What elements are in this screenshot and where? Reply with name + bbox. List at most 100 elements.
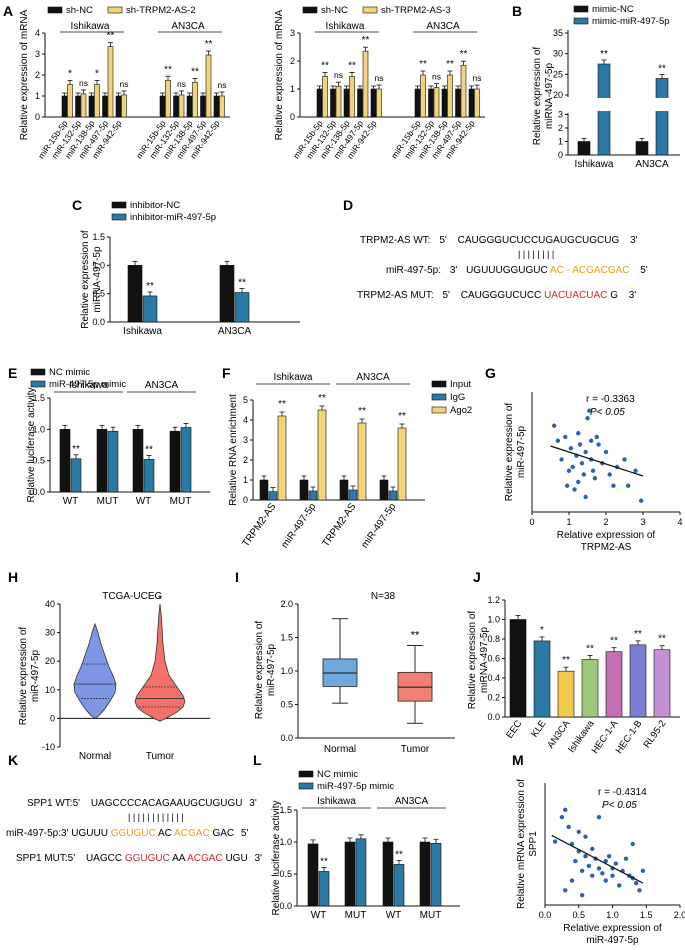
panel-letter-A: A xyxy=(3,3,13,19)
M-point xyxy=(573,858,578,864)
M-point xyxy=(617,883,622,888)
E-xlabel: MUT xyxy=(97,496,119,507)
G-fit-line xyxy=(550,445,644,477)
A-right-bar-nc xyxy=(414,88,421,118)
M-xticklabel: 0.0 xyxy=(539,910,552,920)
G-point xyxy=(581,472,586,477)
G-point xyxy=(592,476,598,481)
K-mir-5prime: 5' xyxy=(241,828,249,839)
J-yaxis-ticklabel: 0.2 xyxy=(487,693,500,703)
A-left-bar-nc xyxy=(159,95,166,118)
A-right-bar-sh xyxy=(420,74,426,118)
K-mut-line: SPP1 MUT:5' UAGCC GGUGUC AA ACGAC UGU 3' xyxy=(16,853,262,864)
A-right-sig: ns xyxy=(334,70,343,80)
B-ticklabel-high: 20 xyxy=(553,90,563,100)
G-p-value: P< 0.05 xyxy=(590,407,625,418)
F-sig: ** xyxy=(398,411,406,422)
F-yaxis-ticklabel: 0 xyxy=(243,495,248,505)
G-point xyxy=(579,461,585,466)
B-legend-nc-label: mimic-NC xyxy=(592,4,634,15)
A-right-bar-sh xyxy=(362,50,369,118)
L-bar-nc xyxy=(344,841,356,907)
A-left-sig: ns xyxy=(177,79,186,89)
I-ylabel-1: Relative expression of xyxy=(254,621,265,720)
C-legend-nc-label: inhibitor-NC xyxy=(130,200,180,211)
K-mut-mid: AA xyxy=(172,853,186,864)
F-yaxis-ticklabel: 1 xyxy=(243,475,248,485)
A-left-bar-sh xyxy=(67,84,73,118)
D-wt-seq: CAUGGGUCUCCUGAUGCUGCUG xyxy=(458,235,620,246)
D-mut-red: UACUACUAC xyxy=(544,290,607,301)
L-group-label: AN3CA xyxy=(395,796,429,807)
B-sig: ** xyxy=(658,63,666,74)
G-xticklabel: 0 xyxy=(529,517,534,527)
M-point xyxy=(566,824,571,830)
panel-letter-L: L xyxy=(253,752,262,768)
F-bar-input xyxy=(339,479,349,501)
A-left-sig: * xyxy=(95,68,99,79)
E-xlabel: MUT xyxy=(170,496,192,507)
F-sig: ** xyxy=(358,406,366,417)
G-point xyxy=(572,487,577,492)
L-xlabel: MUT xyxy=(420,910,442,921)
K-wt-seq: UAGCCCCACAGAAUGCUGUGU xyxy=(91,798,243,809)
M-point xyxy=(559,814,565,820)
I-yaxis-ticklabel: 1.5 xyxy=(280,633,293,643)
A-right-bar-nc xyxy=(316,88,323,118)
A-left-sig: ns xyxy=(218,80,227,90)
L-legend-treat-swatch xyxy=(298,782,314,790)
D-mir-3prime: 3' xyxy=(450,265,458,276)
F-yaxis-ticklabel: 3 xyxy=(243,435,248,445)
A-right-bar-sh xyxy=(460,64,467,118)
G-point xyxy=(583,494,588,500)
L-bar-nc xyxy=(419,841,431,907)
C-bar-nc xyxy=(127,265,143,323)
panel-letter-D: D xyxy=(343,197,353,213)
A-left-group-label: AN3CA xyxy=(171,21,205,32)
G-point xyxy=(576,479,581,485)
H-xlabel: Normal xyxy=(79,751,111,762)
F-bar-igg xyxy=(268,491,278,501)
H-yaxis-ticklabel: 10 xyxy=(45,685,55,695)
G-r-value: r = -0.3363 xyxy=(586,394,635,405)
L-bar-treat xyxy=(355,838,367,907)
E-group-label: AN3CA xyxy=(145,380,179,391)
G-point xyxy=(559,457,564,462)
A-right-sig: ns xyxy=(432,72,441,82)
G-point xyxy=(587,408,592,413)
C-legend-treat-label: inhibitor-miR-497-5p xyxy=(130,212,216,223)
J-sig: ** xyxy=(610,636,618,647)
panel-I-title: N=38 xyxy=(371,591,396,602)
B-sig: ** xyxy=(600,49,608,60)
L-yaxis-ticklabel: 0.5 xyxy=(279,869,292,879)
C-bar-treat xyxy=(142,295,158,323)
G-xticklabel: 2 xyxy=(603,517,608,527)
L-bar-treat xyxy=(430,842,442,907)
B-ylabel-2: miRNA-497-5p xyxy=(544,62,555,129)
J-bar xyxy=(509,619,527,718)
A-left-sig: ns xyxy=(79,78,88,88)
M-r-value: r = -0.4314 xyxy=(598,787,647,798)
A-left-bar-sh xyxy=(178,94,185,118)
K-mir-pre: UGUUU xyxy=(71,828,108,839)
D-wt-label: TRPM2-AS WT: xyxy=(360,235,431,246)
panel-H-title: TCGA-UCEC xyxy=(102,591,161,602)
M-point xyxy=(613,861,619,866)
J-bar xyxy=(629,644,647,718)
A-right-legend-sh-swatch xyxy=(362,6,378,14)
B-bar-nc xyxy=(635,141,649,156)
F-yaxis-ticklabel: 5 xyxy=(243,395,248,405)
A-left-bar-nc xyxy=(88,95,95,118)
K-mut-post: UGU xyxy=(225,853,247,864)
F-bar-input xyxy=(379,479,389,501)
E-bar-treat xyxy=(180,427,192,493)
A-left-bar-nc xyxy=(115,95,122,118)
A-right-ylabel: Relative expression of mRNA xyxy=(274,9,285,140)
G-point xyxy=(563,434,568,440)
A-right-bar-nc xyxy=(428,88,434,118)
A-right-bar-sh xyxy=(322,76,328,118)
A-left-ylabel: Relative expression of mRNA xyxy=(19,9,30,140)
A-right-legend-nc-swatch xyxy=(302,6,318,14)
M-fit-line xyxy=(551,834,644,884)
C-yaxis-ticklabel: 0.5 xyxy=(92,289,105,299)
